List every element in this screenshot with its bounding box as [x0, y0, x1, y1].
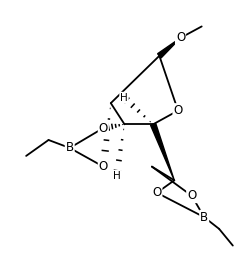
Polygon shape — [158, 38, 181, 58]
Text: H: H — [120, 93, 128, 103]
Text: O: O — [99, 160, 108, 173]
Text: O: O — [173, 104, 183, 117]
Text: O: O — [187, 189, 196, 202]
Text: B: B — [66, 141, 74, 154]
Text: O: O — [99, 121, 108, 134]
Text: O: O — [152, 186, 162, 199]
Text: H: H — [113, 171, 121, 181]
Text: B: B — [200, 211, 208, 224]
Text: O: O — [176, 31, 185, 44]
Polygon shape — [151, 123, 174, 180]
